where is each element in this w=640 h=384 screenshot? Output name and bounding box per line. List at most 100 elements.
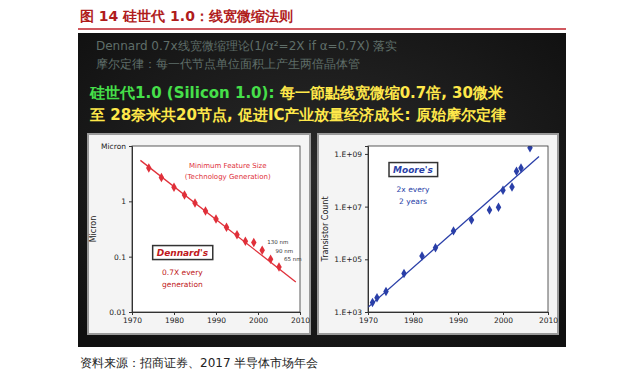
- y-tick-mark: [365, 154, 368, 155]
- data-point: [527, 146, 532, 153]
- trend-line: [368, 156, 539, 307]
- data-layer: [140, 160, 295, 282]
- x-tick-label: 1980: [165, 316, 184, 325]
- trend-line: [140, 160, 295, 282]
- x-tick-mark: [174, 312, 175, 315]
- y-tick-label: 1.E+09: [334, 150, 362, 159]
- y-tick-mark: [129, 146, 132, 147]
- annotation: Minimum Feature Size: [189, 162, 267, 170]
- chart: 1970 1980 1990 2000 2010 0.01 0.1 1 Micron Micron…: [89, 142, 310, 325]
- y-tick: 1.E+07: [334, 203, 368, 212]
- x-tick-mark: [300, 312, 301, 315]
- slide-heading-line: 硅世代1.0 (Silicon 1.0): 每一節點线宽微缩0.7倍, 30微米: [89, 84, 504, 102]
- page: 图 14 硅世代 1.0：线宽微缩法则Dennard 0.7x线宽微缩理论(1/…: [0, 0, 640, 384]
- x-tick: 2010: [291, 312, 310, 325]
- annotation: 2x every: [397, 185, 430, 194]
- y-tick-label: 1: [121, 197, 126, 206]
- x-tick-mark: [458, 312, 459, 315]
- x-axis-line: [369, 313, 549, 316]
- y-axis-title: Micron: [89, 216, 98, 243]
- plot-frame: [368, 146, 548, 312]
- data-point: [509, 182, 514, 191]
- y-tick-mark: [365, 207, 368, 208]
- x-tick-mark: [548, 312, 549, 315]
- x-tick-label: 2000: [249, 316, 268, 325]
- y-tick-mark: [129, 201, 132, 202]
- x-tick-mark: [413, 312, 414, 315]
- slide-text: 每一節點线宽微缩0.7倍, 30微米: [279, 84, 504, 102]
- annotation: 65 nm: [284, 256, 302, 262]
- slide-text: 至 28奈米共20节点, 促进IC产业放量经济成长: 原始摩尔定律: [89, 106, 506, 124]
- annotation-text: Minimum Feature Size: [189, 162, 267, 170]
- background: [0, 0, 640, 384]
- y-tick-mark: [365, 259, 368, 260]
- x-tick-mark: [216, 312, 217, 315]
- x-tick-mark: [258, 312, 259, 315]
- annotation: (Technology Generation): [185, 173, 271, 181]
- annotation: 90 nm: [276, 248, 294, 254]
- data-point: [251, 238, 256, 247]
- y-tick: 1.E+05: [334, 255, 368, 264]
- y-tick-mark: [129, 312, 132, 313]
- plot-area: [368, 146, 548, 312]
- annotation-text: 90 nm: [276, 248, 294, 254]
- annotation-badge: Dennard's: [157, 248, 209, 258]
- y-tick-mark: [365, 312, 368, 313]
- slide-photo: [78, 33, 566, 347]
- x-tick-label: 1970: [123, 316, 142, 325]
- y-tick-label: Micron: [101, 142, 126, 151]
- chart-panel: [318, 134, 558, 334]
- slide-note: Dennard 0.7x线宽微缩理论(1/α²=2X if α=0.7X) 落实: [96, 39, 397, 53]
- source: 资料来源：招商证券、2017 半导体市场年会: [80, 356, 318, 370]
- plot-frame: [132, 146, 300, 312]
- y-tick: 1.E+03: [334, 308, 368, 317]
- y-tick-mark: [129, 257, 132, 258]
- annotation: 0.7X every: [162, 268, 203, 277]
- plot-area: [132, 146, 300, 312]
- x-tick: 1980: [165, 312, 184, 325]
- x-tick: 1990: [449, 312, 468, 325]
- x-tick-label: 1990: [207, 316, 226, 325]
- x-tick: 1980: [404, 312, 423, 325]
- x-tick-label: 2010: [539, 316, 558, 325]
- x-tick-label: 1980: [404, 316, 423, 325]
- annotation-badge: Moore's: [393, 165, 434, 175]
- annotation-text: 130 nm: [267, 239, 288, 245]
- x-tick-label: 1970: [359, 316, 378, 325]
- title-rule: [78, 28, 566, 30]
- annotation: Dennard's: [153, 246, 213, 260]
- x-tick-label: 2010: [291, 316, 310, 325]
- annotation: 2 years: [399, 197, 427, 206]
- x-tick-label: 1990: [449, 316, 468, 325]
- annotation-box: [389, 163, 438, 177]
- y-axis: 0.01 0.1 1 Micron: [101, 142, 132, 317]
- y-axis: 1.E+03 1.E+05 1.E+07 1.E+09: [334, 147, 368, 317]
- x-tick-label: 2000: [494, 316, 513, 325]
- x-axis-line: [133, 313, 301, 316]
- y-tick: 0.1: [114, 253, 132, 262]
- y-tick: 1.E+09: [334, 150, 368, 159]
- annotation: Moore's: [389, 163, 438, 177]
- x-axis: 1970 1980 1990 2000 2010: [359, 312, 558, 325]
- y-axis-title: Transistor Count: [321, 196, 330, 262]
- y-tick: 1: [121, 197, 132, 206]
- x-tick: 2000: [249, 312, 268, 325]
- x-tick-mark: [503, 312, 504, 315]
- y-tick: 0.01: [109, 308, 132, 317]
- chart-panel: [88, 134, 310, 334]
- x-tick: 2010: [539, 312, 558, 325]
- x-axis: 1970 1980 1990 2000 2010: [123, 312, 310, 325]
- annotation: generation: [162, 280, 203, 289]
- slide-heading: 硅世代1.0 (Silicon 1.0):: [89, 84, 280, 102]
- data-layer: [368, 146, 539, 307]
- annotation-box: [153, 246, 213, 260]
- data-point: [487, 205, 492, 214]
- y-tick-label: 0.01: [109, 308, 126, 317]
- annotation-text: 65 nm: [284, 256, 302, 262]
- annotation-text: 0.7X every: [162, 268, 203, 277]
- y-tick-label: 1.E+03: [334, 308, 362, 317]
- y-tick-label: 1.E+05: [334, 255, 362, 264]
- annotation-text: 2x every: [397, 185, 430, 194]
- annotation-text: (Technology Generation): [185, 173, 271, 181]
- y-tick: Micron: [101, 142, 132, 151]
